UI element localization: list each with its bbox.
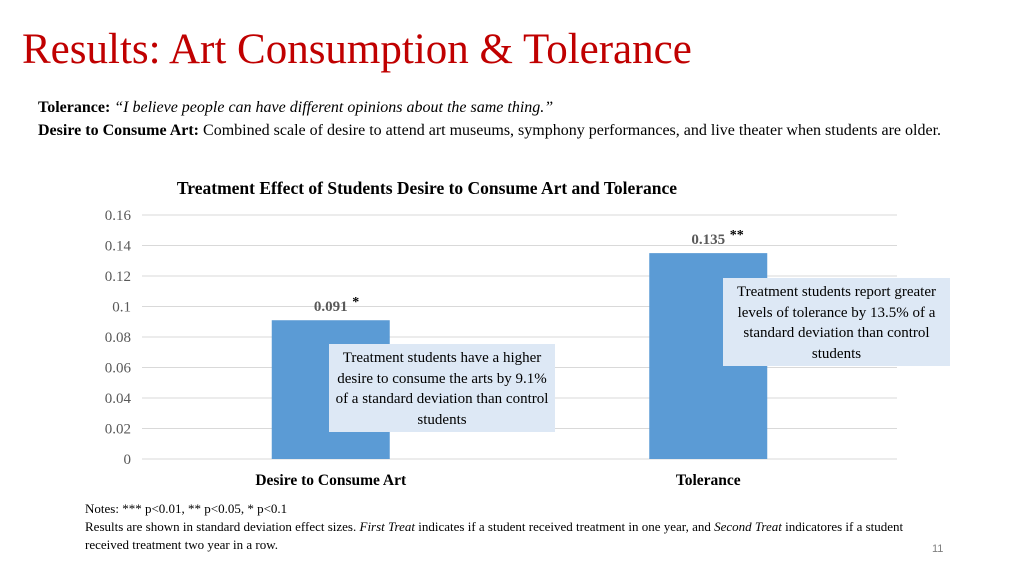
significance-stars: * — [352, 295, 359, 310]
tolerance-text: “I believe people can have different opi… — [114, 99, 554, 116]
art-text: Combined scale of desire to attend art m… — [203, 122, 942, 139]
notes-first-treat: First Treat — [359, 519, 416, 534]
y-tick-label: 0.1 — [112, 300, 131, 316]
significance-stars: ** — [730, 228, 744, 243]
notes-second-treat: Second Treat — [714, 519, 782, 534]
y-tick-label: 0.04 — [105, 391, 132, 407]
tolerance-definition: Tolerance: “I believe people can have di… — [38, 96, 998, 119]
tolerance-label: Tolerance: — [38, 99, 111, 116]
y-tick-label: 0 — [124, 452, 132, 468]
slide-title: Results: Art Consumption & Tolerance — [22, 26, 692, 73]
art-label: Desire to Consume Art: — [38, 122, 200, 139]
category-label: Desire to Consume Art — [255, 472, 407, 489]
category-label: Tolerance — [676, 472, 741, 489]
page-number: 11 — [932, 543, 944, 555]
notes-significance: Notes: *** p<0.01, ** p<0.05, * p<0.1 — [85, 501, 288, 516]
y-tick-label: 0.14 — [105, 239, 132, 255]
notes-text-c: indicatores if a student received treatm… — [85, 519, 904, 552]
notes-text-a: Results are shown in standard deviation … — [85, 519, 357, 534]
y-tick-label: 0.16 — [105, 208, 132, 224]
y-tick-label: 0.08 — [105, 330, 131, 346]
data-label: 0.135 — [691, 232, 725, 248]
art-definition: Desire to Consume Art: Combined scale of… — [38, 119, 998, 142]
chart-title: Treatment Effect of Students Desire to C… — [176, 178, 678, 198]
notes-explanation: Results are shown in standard deviation … — [85, 518, 915, 554]
definitions: Tolerance: “I believe people can have di… — [38, 96, 998, 142]
notes-text-b: indicates if a student received treatmen… — [418, 519, 711, 534]
callout-tolerance: Treatment students report greater levels… — [723, 278, 950, 366]
y-tick-label: 0.02 — [105, 422, 131, 438]
y-tick-label: 0.12 — [105, 269, 131, 285]
callout-art: Treatment students have a higher desire … — [329, 344, 555, 432]
data-label: 0.091 — [314, 299, 348, 315]
notes: Notes: *** p<0.01, ** p<0.05, * p<0.1 Re… — [85, 500, 915, 554]
y-tick-label: 0.06 — [105, 361, 132, 377]
